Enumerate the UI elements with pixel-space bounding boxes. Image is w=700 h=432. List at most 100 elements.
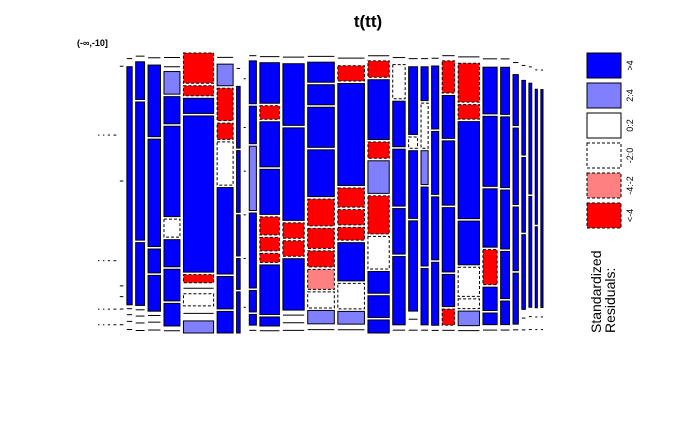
legend-label-4: -4:-2 [625, 176, 635, 195]
tile-16-2 [307, 84, 335, 106]
tile-24-4 [457, 220, 480, 266]
tile-11-3 [236, 214, 241, 257]
tile-16-3 [307, 106, 335, 148]
legend-label-5: <-4 [625, 209, 635, 222]
tile-16-5 [307, 198, 335, 227]
tile-26-1 [500, 66, 511, 115]
legend-title-line-2: Residuals: [602, 268, 618, 333]
legend-title-line-1: Standardized [588, 250, 604, 333]
tile-8-8 [163, 302, 181, 327]
tile-8-3 [163, 96, 181, 125]
tile-29-2 [528, 195, 533, 308]
tile-17-4 [337, 209, 365, 226]
tile-7-1 [147, 64, 161, 138]
tile-14-5 [259, 216, 280, 236]
tile-18-9 [367, 319, 390, 334]
legend-label-2: 0:2 [625, 119, 635, 132]
tile-23-4 [441, 207, 456, 273]
tile-11-1 [236, 85, 241, 149]
tile-14-8 [259, 264, 280, 315]
legend-swatch-5 [586, 202, 622, 229]
tile-27-2 [512, 127, 519, 205]
tile-16-1 [307, 61, 335, 83]
tile-9-3 [182, 115, 215, 273]
tile-19-2 [392, 100, 406, 148]
chart-title: t(tt) [354, 12, 382, 31]
tile-25-3 [482, 188, 498, 248]
tile-22-2 [431, 130, 440, 195]
tile-23-3 [441, 140, 456, 206]
tile-25-1 [482, 66, 498, 115]
tile-11-5 [236, 291, 241, 334]
tile-15-2 [282, 127, 305, 221]
tile-16-4 [307, 149, 335, 198]
tile-18-2 [367, 79, 390, 140]
tile-24-6 [457, 298, 480, 310]
tile-17-1 [337, 65, 365, 82]
tile-25-2 [482, 115, 498, 187]
tile-6-1 [135, 61, 146, 100]
tile-15-1 [282, 63, 305, 126]
tile-15-3 [282, 222, 305, 239]
tile-27-4 [512, 272, 519, 325]
legend-swatch-0 [586, 52, 622, 79]
tile-24-5 [457, 266, 480, 297]
tile-14-9 [259, 316, 280, 327]
tile-28-2 [521, 157, 526, 233]
tile-19-3 [392, 148, 406, 207]
tile-26-4 [500, 250, 511, 300]
tile-23-5 [441, 273, 456, 308]
tile-24-7 [457, 310, 480, 327]
tile-8-4 [163, 125, 181, 218]
tile-16-8 [307, 268, 335, 290]
tile-11-2 [236, 150, 241, 213]
tile-20-3 [408, 150, 419, 219]
tile-18-6 [367, 235, 390, 270]
tile-19-5 [392, 256, 406, 326]
tile-16-7 [307, 250, 335, 268]
tile-18-1 [367, 60, 390, 78]
tile-5-1 [126, 66, 133, 306]
tile-17-2 [337, 83, 365, 186]
tile-8-6 [163, 239, 181, 268]
tile-21-5 [420, 267, 429, 326]
tile-13-1 [248, 60, 257, 105]
tile-22-4 [431, 261, 440, 326]
tile-10-4 [216, 141, 234, 186]
tile-17-6 [337, 242, 365, 282]
tile-15-5 [282, 258, 305, 311]
tile-9-6 [182, 293, 215, 307]
tile-13-3 [248, 145, 257, 212]
tile-9-4 [182, 274, 215, 284]
tile-26-5 [500, 300, 511, 326]
tile-17-7 [337, 282, 365, 310]
tile-25-5 [482, 286, 498, 312]
tile-10-7 [216, 310, 234, 334]
tile-18-5 [367, 195, 390, 235]
tile-8-2 [163, 71, 181, 95]
legend: >4 2:4 0:2 -2:0 -4:-2 <-4 Standardized Residu… [586, 52, 635, 333]
tile-28-3 [521, 234, 526, 310]
tile-28-1 [521, 79, 526, 156]
tile-13-2 [248, 105, 257, 145]
tile-9-1 [182, 85, 215, 97]
mosaic-tiles [98, 52, 544, 334]
tile-10-3 [216, 122, 234, 140]
tile-15-4 [282, 240, 305, 257]
tile-11-4 [236, 257, 241, 290]
tile-10-6 [216, 275, 234, 310]
tile-14-1 [259, 62, 280, 104]
tile-25-6 [482, 312, 498, 326]
tile-29-1 [528, 82, 533, 195]
tile-22-1 [431, 65, 440, 130]
tile-9-2 [182, 97, 215, 114]
tile-23-1 [441, 60, 456, 94]
tile-16-6 [307, 227, 335, 249]
tile-21-2 [420, 102, 429, 149]
tile-19-4 [392, 208, 406, 255]
tile-16-10 [307, 309, 335, 325]
tile-8-5 [163, 218, 181, 238]
tile-9-8 [182, 320, 215, 334]
legend-label-1: 2:4 [625, 89, 635, 102]
